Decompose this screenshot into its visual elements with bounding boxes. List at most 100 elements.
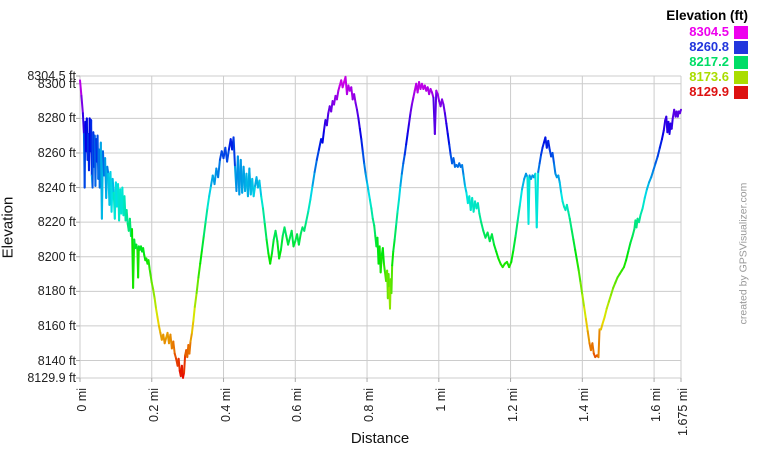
profile-segment <box>153 297 158 310</box>
profile-segment <box>495 250 500 260</box>
legend-row: 8260.8 <box>666 40 748 54</box>
profile-segment <box>445 122 449 135</box>
x-tick-label: 1.2 mi <box>505 388 520 423</box>
profile-segment <box>514 219 519 237</box>
profile-segment <box>200 234 205 251</box>
profile-segment <box>125 209 129 225</box>
y-tick-label: 8180 ft <box>37 284 76 299</box>
profile-segment <box>584 318 589 333</box>
profile-segment <box>371 217 376 227</box>
profile-segment <box>366 181 370 193</box>
profile-segment <box>433 89 438 135</box>
profile-segment <box>577 269 582 284</box>
profile-segment <box>535 170 540 229</box>
profile-segment <box>188 340 192 355</box>
profile-segment <box>591 342 595 355</box>
profile-segment <box>452 157 456 168</box>
legend: Elevation (ft) 8304.5 8260.8 8217.2 8173.6 8… <box>666 8 748 100</box>
profile-segment <box>516 203 521 222</box>
legend-value: 8173.6 <box>689 69 729 84</box>
legend-color-swatch <box>734 25 748 39</box>
profile-segment <box>265 238 270 255</box>
profile-segment <box>551 151 555 165</box>
profile-segment <box>155 307 159 319</box>
legend-row: 8217.2 <box>666 55 748 69</box>
profile-segment <box>260 195 264 210</box>
x-axis-title: Distance <box>350 430 410 447</box>
profile-segment <box>360 138 364 153</box>
profile-segment <box>658 138 663 149</box>
profile-segment <box>321 129 325 144</box>
profile-segment <box>412 89 416 99</box>
profile-segment <box>193 292 198 308</box>
profile-segment <box>142 247 146 257</box>
legend-row: 8129.9 <box>666 85 748 99</box>
profile-segment <box>367 190 371 201</box>
profile-segment <box>297 233 302 246</box>
profile-segment <box>263 222 268 241</box>
profile-segment <box>656 146 661 158</box>
profile-segment <box>396 198 400 213</box>
profile-segment <box>152 288 156 300</box>
profile-segment <box>387 273 391 289</box>
profile-segment <box>392 238 396 253</box>
y-tick-label: 8240 ft <box>37 180 76 195</box>
x-tick-label: 0.6 mi <box>290 388 305 423</box>
profile-segment <box>149 274 153 284</box>
profile-segment <box>148 267 152 277</box>
y-tick-label: 8300 ft <box>37 76 76 91</box>
profile-segment <box>625 250 630 262</box>
profile-segment <box>274 229 279 243</box>
profile-segment <box>560 191 564 203</box>
profile-segment <box>156 316 160 327</box>
profile-segment <box>558 181 563 194</box>
profile-segment <box>208 184 212 198</box>
legend-color-swatch <box>734 70 748 84</box>
profile-segment <box>574 248 578 262</box>
profile-segment <box>627 241 632 253</box>
profile-segment <box>269 252 273 265</box>
profile-segment <box>518 188 524 206</box>
profile-segment <box>463 184 468 194</box>
profile-segment <box>315 148 320 161</box>
profile-segment <box>462 174 466 187</box>
profile-segment <box>325 112 330 127</box>
profile-segment <box>552 162 557 175</box>
profile-segment <box>357 117 361 130</box>
legend-color-swatch <box>734 55 748 69</box>
profile-segment <box>527 174 531 225</box>
profile-segment <box>90 119 93 177</box>
x-tick-label: 1.4 mi <box>577 388 592 423</box>
profile-segment <box>183 354 187 374</box>
x-tick-label: 1.6 mi <box>649 388 664 423</box>
x-tick-label: 1.675 mi <box>676 388 690 436</box>
legend-value: 8129.9 <box>689 84 729 99</box>
profile-segment <box>461 164 465 177</box>
profile-segment <box>443 112 448 125</box>
profile-segment <box>195 276 200 295</box>
profile-segment <box>547 139 551 151</box>
profile-segment <box>540 146 544 156</box>
profile-segment <box>631 228 636 237</box>
legend-value: 8217.2 <box>689 54 729 69</box>
profile-segment <box>610 286 615 296</box>
profile-segment <box>572 238 577 251</box>
profile-segment <box>403 143 408 156</box>
profile-segment <box>605 300 610 310</box>
x-tick-label: 1 mi <box>433 388 448 412</box>
profile-segment <box>252 184 257 198</box>
y-tick-label: 8260 ft <box>37 145 76 160</box>
profile-segment <box>597 328 601 359</box>
profile-segment <box>654 155 659 165</box>
legend-rows: 8304.5 8260.8 8217.2 8173.6 8129.9 <box>666 25 748 99</box>
y-tick-label: 8200 ft <box>37 249 76 264</box>
profile-segment <box>399 172 403 187</box>
profile-segment <box>393 224 398 241</box>
profile-segment <box>354 101 358 111</box>
profile-segment <box>670 117 674 130</box>
profile-segment <box>279 234 284 251</box>
profile-segment <box>361 150 366 165</box>
profile-segment <box>622 259 628 269</box>
profile-segment <box>381 247 385 265</box>
